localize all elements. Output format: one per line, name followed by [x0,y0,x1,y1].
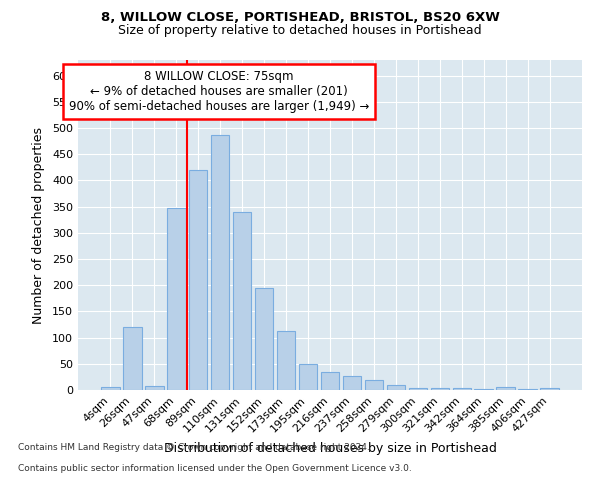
Text: Contains HM Land Registry data © Crown copyright and database right 2024.: Contains HM Land Registry data © Crown c… [18,442,370,452]
Bar [452,388,471,390]
Bar [386,385,405,390]
Bar [123,327,142,390]
Bar [365,380,383,390]
Text: Contains public sector information licensed under the Open Government Licence v3: Contains public sector information licen… [18,464,412,473]
Bar [167,208,185,390]
X-axis label: Distribution of detached houses by size in Portishead: Distribution of detached houses by size … [164,442,496,455]
Bar [101,388,119,390]
Bar [496,388,515,390]
Text: Size of property relative to detached houses in Portishead: Size of property relative to detached ho… [118,24,482,37]
Bar [431,388,449,390]
Bar [541,388,559,390]
Bar [409,388,427,390]
Bar [518,389,537,390]
Bar [320,372,340,390]
Bar [189,170,208,390]
Bar [145,386,164,390]
Bar [211,135,229,390]
Bar [343,376,361,390]
Y-axis label: Number of detached properties: Number of detached properties [32,126,45,324]
Bar [475,389,493,390]
Bar [233,212,251,390]
Bar [255,288,274,390]
Text: 8 WILLOW CLOSE: 75sqm
← 9% of detached houses are smaller (201)
90% of semi-deta: 8 WILLOW CLOSE: 75sqm ← 9% of detached h… [69,70,370,113]
Bar [277,332,295,390]
Text: 8, WILLOW CLOSE, PORTISHEAD, BRISTOL, BS20 6XW: 8, WILLOW CLOSE, PORTISHEAD, BRISTOL, BS… [101,11,499,24]
Bar [299,364,317,390]
